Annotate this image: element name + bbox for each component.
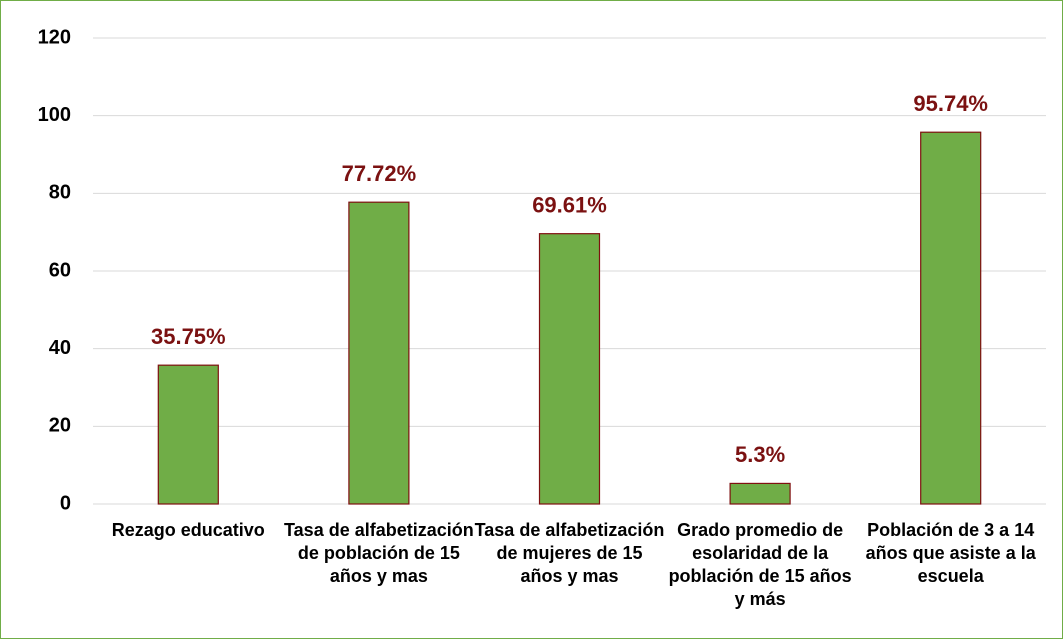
bar — [348, 201, 410, 505]
x-tick-label: Tasa de alfabetización de población de 1… — [284, 520, 474, 586]
y-tick-label: 120 — [38, 26, 71, 48]
data-label: 35.75% — [151, 324, 226, 349]
data-label: 5.3% — [735, 442, 785, 467]
bar — [538, 233, 601, 505]
y-tick-label: 0 — [60, 492, 71, 514]
y-tick-label: 80 — [49, 182, 71, 204]
y-tick-label: 40 — [49, 337, 71, 359]
data-label: 95.74% — [913, 91, 988, 116]
bar — [729, 482, 791, 505]
data-label: 69.61% — [532, 192, 607, 217]
y-tick-label: 20 — [49, 415, 71, 437]
x-tick-label: Población de 3 a 14 años que asiste a la… — [865, 520, 1036, 586]
y-tick-label: 60 — [49, 259, 71, 281]
bar — [157, 364, 219, 505]
x-tick-label: Tasa de alfabetización de mujeres de 15 … — [474, 520, 665, 586]
x-tick-label: Rezago educativo — [111, 520, 265, 540]
x-tick-label: Grado promedio de esolaridad de la pobla… — [668, 520, 852, 609]
data-label: 77.72% — [342, 161, 417, 186]
y-tick-label: 100 — [38, 104, 71, 126]
bar — [920, 131, 982, 505]
